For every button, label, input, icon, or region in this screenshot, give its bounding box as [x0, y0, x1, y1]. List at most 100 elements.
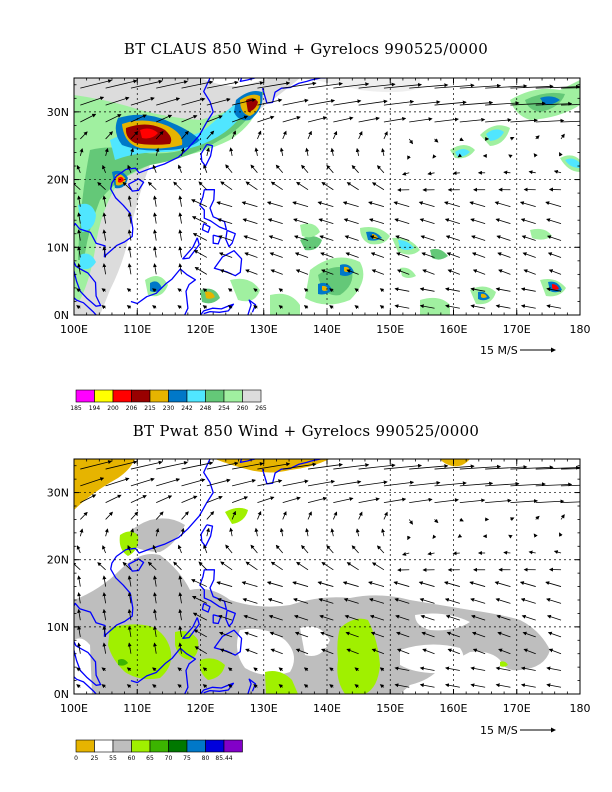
colorbar-label: 215 — [144, 405, 156, 412]
wind-vector — [126, 667, 132, 672]
wind-vector — [77, 642, 82, 654]
wind-vector — [178, 246, 183, 258]
colorbar-swatch — [223, 739, 243, 753]
wind-vector — [218, 252, 233, 258]
wind-vector — [452, 171, 460, 176]
wind-vector — [305, 527, 310, 537]
wind-vector — [444, 218, 460, 224]
wind-vector — [485, 84, 528, 89]
wind-vector — [275, 544, 284, 554]
wind-vector — [498, 648, 511, 655]
wind-vector — [358, 497, 380, 504]
wind-vector — [243, 614, 258, 621]
wind-vector — [528, 170, 536, 175]
wind-vector — [244, 252, 258, 258]
wind-vector — [177, 667, 182, 672]
wind-vector — [510, 499, 538, 504]
wind-vector — [553, 550, 562, 555]
top-gridlines — [74, 78, 580, 315]
wind-vector — [346, 648, 359, 655]
wind-vector — [523, 648, 536, 655]
wind-vector — [80, 460, 113, 470]
wind-vector — [76, 288, 81, 293]
wind-vector — [459, 464, 502, 470]
wind-vector — [191, 595, 208, 604]
wind-vector — [177, 544, 182, 554]
wind-vector — [250, 164, 258, 174]
wind-vector — [178, 229, 183, 241]
coastline-segment — [213, 250, 243, 277]
wind-vector — [270, 561, 283, 571]
wind-vector — [130, 131, 139, 140]
wind-vector — [194, 266, 208, 275]
wind-vector — [267, 598, 283, 604]
coastline-segment — [74, 296, 97, 315]
wind-vector — [202, 288, 208, 293]
wind-vector — [76, 684, 81, 689]
wind-vector — [321, 562, 334, 571]
wind-vector — [181, 130, 189, 140]
wind-vector — [232, 81, 264, 89]
wind-vector — [77, 246, 82, 258]
y-tick-label: 0N — [54, 688, 69, 701]
wind-vector — [227, 667, 233, 672]
wind-vector — [147, 181, 157, 191]
wind-vector — [177, 164, 182, 173]
wind-vector — [257, 496, 275, 504]
x-tick-label: 110E — [123, 323, 151, 336]
colorbar-label: 80 — [202, 755, 210, 762]
wind-vector — [508, 534, 513, 539]
colorbar-swatch — [112, 739, 132, 753]
wind-vector — [177, 288, 182, 293]
wind-vector — [459, 498, 486, 504]
coastline-segment — [225, 229, 236, 248]
wind-vector — [434, 518, 439, 524]
wind-vector — [368, 201, 385, 208]
wind-vector — [191, 216, 208, 224]
wind-vector — [218, 631, 233, 638]
colorbar-label: 25 — [91, 755, 99, 762]
colorbar-label: 194 — [89, 405, 101, 412]
wind-vector — [329, 305, 334, 310]
wind-vector — [282, 81, 317, 89]
wind-vector — [370, 631, 385, 638]
wind-vector — [343, 598, 359, 604]
wind-vector — [520, 287, 536, 292]
bottom-wind-scale-label: 15 M/S — [480, 724, 518, 737]
wind-vector — [307, 462, 343, 470]
wind-vector — [206, 527, 210, 537]
bottom-axis-ticks: 100E 110E 120E 130E 140E 150E 160E 170E 180 0N 10N… — [47, 459, 591, 715]
wind-vector — [102, 545, 106, 554]
wind-vector — [180, 527, 185, 537]
x-tick-label: 180 — [570, 702, 591, 715]
wind-vector — [268, 614, 283, 621]
wind-vector — [130, 495, 147, 504]
wind-vector — [303, 684, 309, 689]
wind-vector — [153, 229, 157, 241]
y-tick-label: 30N — [47, 487, 69, 500]
wind-vector — [427, 171, 435, 176]
colorbar-label: 0 — [74, 755, 78, 762]
wind-vector — [358, 511, 363, 520]
wind-vector — [320, 631, 334, 638]
wind-vector — [485, 101, 520, 106]
wind-vector — [393, 201, 410, 208]
wind-vector — [178, 263, 183, 275]
wind-vector — [317, 201, 334, 208]
wind-vector — [345, 631, 359, 638]
wind-vector — [332, 511, 338, 520]
x-tick-label: 170E — [503, 702, 531, 715]
wind-vector — [102, 246, 107, 258]
y-tick-label: 20N — [47, 554, 69, 567]
wind-vector — [296, 561, 309, 571]
wind-vector — [509, 136, 515, 141]
wind-vector — [105, 79, 138, 89]
wind-vector — [354, 667, 359, 672]
top-panel-title: BT CLAUS 850 Wind + Gyrelocs 990525/0000 — [123, 40, 489, 58]
wind-vector — [102, 212, 107, 224]
wind-vector — [383, 463, 422, 470]
wind-vector — [152, 684, 157, 689]
wind-vector — [383, 480, 415, 487]
wind-vector — [254, 527, 259, 537]
wind-vector — [278, 684, 283, 689]
